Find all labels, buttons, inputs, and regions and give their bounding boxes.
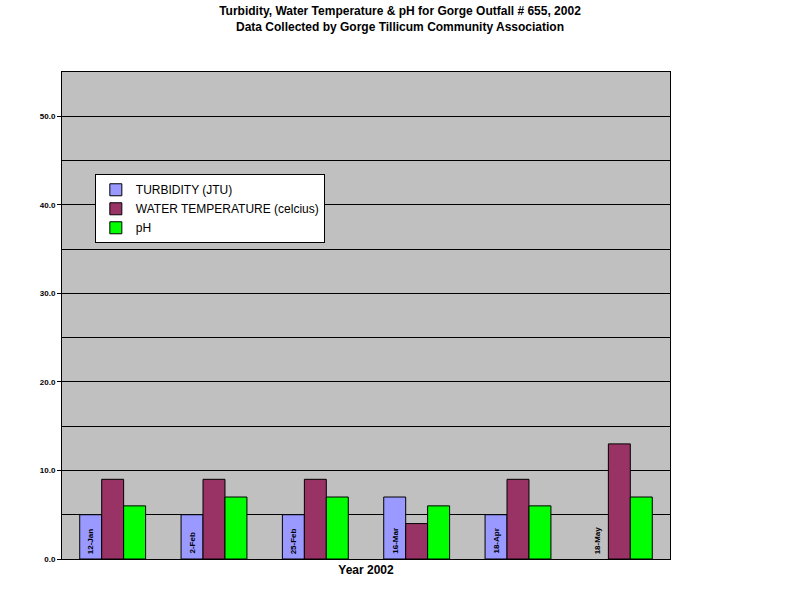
svg-text:20.0: 20.0 — [40, 378, 56, 387]
svg-text:30.0: 30.0 — [40, 289, 56, 298]
svg-text:18-May: 18-May — [593, 527, 602, 555]
svg-text:2-Feb: 2-Feb — [188, 532, 197, 553]
svg-text:18-Apr: 18-Apr — [492, 528, 501, 553]
svg-text:12-Jan: 12-Jan — [86, 529, 95, 554]
svg-text:Year 2002: Year 2002 — [338, 563, 394, 577]
svg-text:pH: pH — [136, 221, 151, 235]
svg-text:WATER TEMPERATURE (celcius): WATER TEMPERATURE (celcius) — [136, 202, 319, 216]
svg-text:25-Feb: 25-Feb — [289, 528, 298, 554]
svg-text:50.0: 50.0 — [40, 112, 56, 121]
svg-text:Turbidity, Water Temperature &: Turbidity, Water Temperature & pH for Go… — [219, 4, 581, 34]
svg-text:TURBIDITY (JTU): TURBIDITY (JTU) — [136, 183, 232, 197]
svg-text:10.0: 10.0 — [40, 466, 56, 475]
svg-text:16-Mar: 16-Mar — [391, 528, 400, 554]
svg-text:0.0: 0.0 — [44, 555, 56, 564]
svg-text:40.0: 40.0 — [40, 201, 56, 210]
